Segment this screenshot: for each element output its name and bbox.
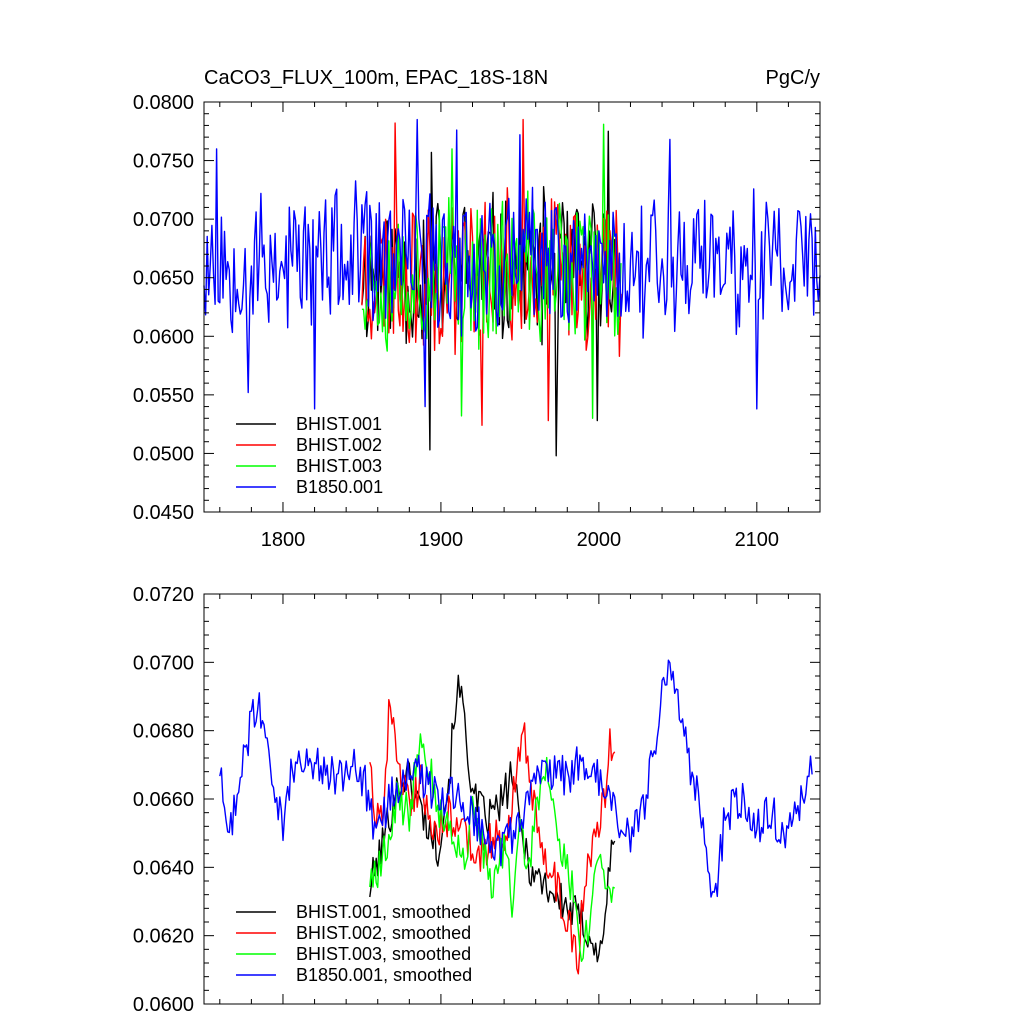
series-line-b1850-001-smoothed (219, 659, 813, 898)
legend-label: BHIST.003, smoothed (296, 944, 471, 964)
legend-label: BHIST.002, smoothed (296, 923, 471, 943)
y-tick-label: 0.0660 (133, 789, 194, 811)
x-tick-label: 1800 (261, 529, 306, 551)
y-tick-label: 0.0450 (133, 502, 194, 524)
y-tick-label: 0.0720 (133, 584, 194, 606)
y-tick-label: 0.0700 (133, 209, 194, 231)
x-tick-label: 1900 (419, 529, 464, 551)
legend-label: BHIST.001, smoothed (296, 902, 471, 922)
legend-label: BHIST.003 (296, 456, 382, 476)
top-axes: 0.0450 0.0500 0.0550 0.0600 0.0650 0.0700 0.07… (133, 92, 821, 551)
y-tick-label: 0.0750 (133, 151, 194, 173)
plot-frame (203, 101, 821, 513)
units-label: PgC/y (766, 67, 820, 89)
y-tick-label: 0.0600 (133, 326, 194, 348)
y-tick-label: 0.0500 (133, 443, 194, 465)
y-tick-label: 0.0700 (133, 652, 194, 674)
legend-label: B1850.001 (296, 477, 383, 497)
legend-label: B1850.001, smoothed (296, 965, 472, 985)
top-series-layer (203, 118, 821, 457)
y-tick-label: 0.0680 (133, 721, 194, 743)
legend-label: BHIST.001 (296, 414, 382, 434)
series-line-bhist-003-smoothed (369, 733, 616, 962)
y-tick-label: 0.0620 (133, 926, 194, 948)
top-panel: CaCO3_FLUX_100m, EPAC_18S-18N PgC/y 0.04… (133, 67, 821, 551)
series-line-bhist-002 (361, 118, 622, 426)
x-tick-label: 2000 (577, 529, 622, 551)
y-tick-label: 0.0550 (133, 385, 194, 407)
chart-title: CaCO3_FLUX_100m, EPAC_18S-18N (204, 67, 548, 89)
x-tick-label: 2100 (735, 529, 780, 551)
y-tick-label: 0.0800 (133, 92, 194, 114)
series-line-b1850-001 (203, 118, 821, 410)
legend-label: BHIST.002 (296, 435, 382, 455)
y-tick-label: 0.0650 (133, 268, 194, 290)
bottom-panel: 0.0600 0.0620 0.0640 0.0660 0.0680 0.0700 0.07… (133, 584, 821, 1016)
y-tick-label: 0.0640 (133, 857, 194, 879)
y-tick-label: 0.0600 (133, 994, 194, 1016)
bottom-axes: 0.0600 0.0620 0.0640 0.0660 0.0680 0.0700 0.07… (133, 584, 821, 1016)
bottom-series-layer (219, 659, 813, 975)
